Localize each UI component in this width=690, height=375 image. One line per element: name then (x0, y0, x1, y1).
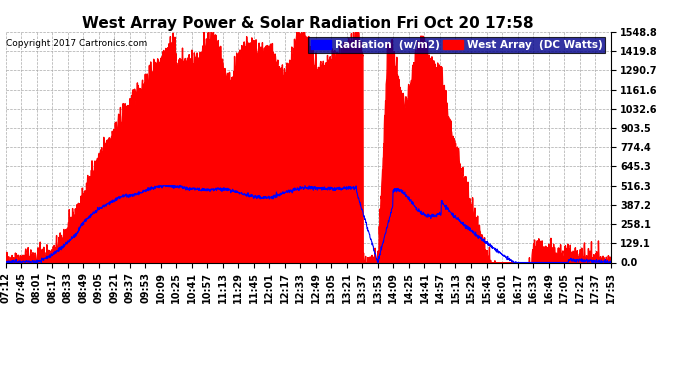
Text: Copyright 2017 Cartronics.com: Copyright 2017 Cartronics.com (6, 39, 148, 48)
Title: West Array Power & Solar Radiation Fri Oct 20 17:58: West Array Power & Solar Radiation Fri O… (82, 16, 534, 31)
Legend: Radiation  (w/m2), West Array  (DC Watts): Radiation (w/m2), West Array (DC Watts) (308, 37, 605, 53)
